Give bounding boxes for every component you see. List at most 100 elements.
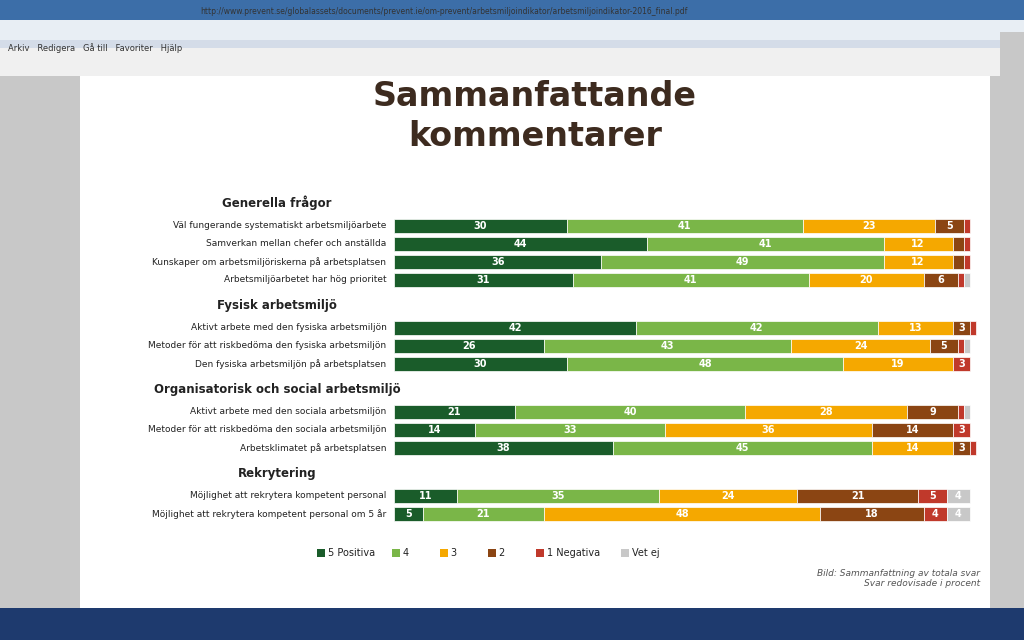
Text: 41: 41 bbox=[759, 239, 772, 249]
Bar bbox=[952, 255, 965, 269]
Bar bbox=[394, 255, 601, 269]
Text: 2: 2 bbox=[499, 548, 505, 558]
Text: 21: 21 bbox=[851, 491, 864, 501]
Text: 14: 14 bbox=[905, 443, 920, 453]
Text: 4: 4 bbox=[402, 548, 409, 558]
Bar bbox=[636, 321, 878, 335]
Bar bbox=[394, 237, 647, 251]
Text: Metoder för att riskbedöma den sociala arbetsmiljön: Metoder för att riskbedöma den sociala a… bbox=[147, 426, 386, 435]
Bar bbox=[0, 48, 1024, 62]
Bar bbox=[797, 489, 919, 503]
Text: 5: 5 bbox=[941, 341, 947, 351]
Bar bbox=[394, 273, 572, 287]
Text: Samverkan mellan chefer och anställda: Samverkan mellan chefer och anställda bbox=[206, 239, 386, 248]
Bar bbox=[919, 489, 947, 503]
Text: 26: 26 bbox=[462, 341, 475, 351]
Text: 44: 44 bbox=[514, 239, 527, 249]
Bar bbox=[924, 507, 947, 521]
Text: 3: 3 bbox=[451, 548, 457, 558]
Text: 5 Positiva: 5 Positiva bbox=[328, 548, 375, 558]
Text: Fysisk arbetsmiljö: Fysisk arbetsmiljö bbox=[217, 299, 337, 312]
Bar bbox=[958, 405, 965, 419]
Text: 48: 48 bbox=[698, 359, 712, 369]
Bar bbox=[0, 0, 1024, 20]
Text: 19: 19 bbox=[891, 359, 905, 369]
Text: kommentarer: kommentarer bbox=[408, 120, 662, 153]
Text: Kunskaper om arbetsmiljöriskerna på arbetsplatsen: Kunskaper om arbetsmiljöriskerna på arbe… bbox=[153, 257, 386, 267]
Text: 20: 20 bbox=[859, 275, 873, 285]
Text: 21: 21 bbox=[476, 509, 490, 519]
Text: 5: 5 bbox=[404, 509, 412, 519]
Text: 3: 3 bbox=[958, 323, 965, 333]
Text: 45: 45 bbox=[735, 443, 750, 453]
Bar bbox=[80, 62, 990, 608]
Bar bbox=[515, 405, 745, 419]
Text: 4: 4 bbox=[955, 509, 962, 519]
Text: 24: 24 bbox=[721, 491, 735, 501]
Bar bbox=[952, 357, 970, 371]
Bar bbox=[970, 441, 976, 455]
Bar bbox=[930, 339, 958, 353]
Bar bbox=[947, 489, 970, 503]
Bar bbox=[394, 441, 612, 455]
Text: 41: 41 bbox=[684, 275, 697, 285]
Bar bbox=[958, 339, 965, 353]
Text: Aktivt arbete med den fysiska arbetsmiljön: Aktivt arbete med den fysiska arbetsmilj… bbox=[190, 323, 386, 333]
Text: 31: 31 bbox=[476, 275, 490, 285]
Text: 3: 3 bbox=[958, 425, 965, 435]
Text: Väl fungerande systematiskt arbetsmiljöarbete: Väl fungerande systematiskt arbetsmiljöa… bbox=[173, 221, 386, 230]
Text: Aktivt arbete med den sociala arbetsmiljön: Aktivt arbete med den sociala arbetsmilj… bbox=[190, 408, 386, 417]
Bar bbox=[843, 357, 952, 371]
Text: 42: 42 bbox=[751, 323, 764, 333]
Bar bbox=[394, 321, 636, 335]
Text: 4: 4 bbox=[955, 491, 962, 501]
Bar bbox=[394, 507, 423, 521]
Bar bbox=[544, 507, 820, 521]
Text: Bild: Sammanfattning av totala svar
Svar redovisade i procent: Bild: Sammanfattning av totala svar Svar… bbox=[817, 568, 980, 588]
Bar bbox=[394, 489, 458, 503]
Bar bbox=[658, 489, 797, 503]
Bar bbox=[745, 405, 906, 419]
Text: 3: 3 bbox=[958, 359, 965, 369]
Bar bbox=[423, 507, 544, 521]
Text: Arbetsmiljöarbetet har hög prioritet: Arbetsmiljöarbetet har hög prioritet bbox=[224, 275, 386, 285]
Text: 43: 43 bbox=[660, 341, 675, 351]
Bar bbox=[803, 219, 935, 233]
Bar bbox=[820, 507, 924, 521]
Bar bbox=[536, 549, 544, 557]
Text: 11: 11 bbox=[419, 491, 432, 501]
Bar bbox=[1000, 32, 1024, 578]
Text: 5: 5 bbox=[946, 221, 953, 231]
Bar bbox=[0, 20, 1024, 40]
Bar bbox=[884, 237, 952, 251]
Bar bbox=[965, 339, 970, 353]
Bar bbox=[391, 549, 399, 557]
Text: Arbetsklimatet på arbetsplatsen: Arbetsklimatet på arbetsplatsen bbox=[240, 443, 386, 453]
Bar bbox=[884, 255, 952, 269]
Bar bbox=[872, 423, 952, 437]
Bar bbox=[0, 20, 1024, 60]
Bar bbox=[621, 549, 629, 557]
Bar bbox=[947, 507, 970, 521]
Text: 23: 23 bbox=[862, 221, 876, 231]
Bar bbox=[394, 339, 544, 353]
Bar bbox=[394, 219, 566, 233]
Text: 1 Negativa: 1 Negativa bbox=[547, 548, 600, 558]
Text: 12: 12 bbox=[911, 239, 925, 249]
Text: http://www.prevent.se/globalassets/documents/prevent.ie/om-prevent/arbetsmiljoin: http://www.prevent.se/globalassets/docum… bbox=[200, 8, 687, 17]
Text: 36: 36 bbox=[762, 425, 775, 435]
Bar bbox=[474, 423, 665, 437]
Text: 28: 28 bbox=[819, 407, 833, 417]
Bar bbox=[958, 273, 965, 287]
Text: 42: 42 bbox=[508, 323, 521, 333]
Bar bbox=[965, 405, 970, 419]
Bar bbox=[809, 273, 924, 287]
Text: 13: 13 bbox=[908, 323, 922, 333]
Text: 24: 24 bbox=[854, 341, 867, 351]
Bar bbox=[0, 608, 1024, 640]
Bar bbox=[439, 549, 447, 557]
Bar bbox=[316, 549, 325, 557]
Text: 35: 35 bbox=[551, 491, 565, 501]
Bar bbox=[965, 219, 970, 233]
Bar bbox=[970, 321, 976, 335]
